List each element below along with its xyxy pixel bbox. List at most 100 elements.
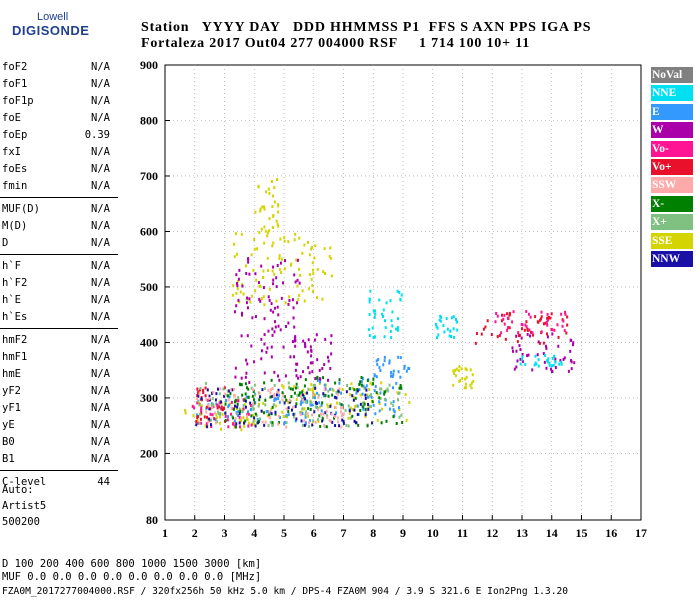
echo-point-e (365, 384, 368, 388)
echo-point-nne (368, 333, 371, 337)
echo-point-nne (378, 298, 381, 302)
echo-point-sse (273, 272, 276, 276)
echo-point-sse (364, 415, 367, 419)
echo-point-w (269, 308, 272, 312)
echo-point-vo (232, 422, 235, 426)
echo-point-w (307, 338, 310, 342)
param-value: N/A (91, 61, 110, 73)
echo-point-w (294, 344, 297, 348)
separator-line (0, 197, 118, 198)
echo-point-nnw (234, 404, 237, 408)
echo-point-x (392, 415, 395, 419)
echo-point-nnw (254, 424, 257, 428)
echo-point-nnw (303, 423, 306, 427)
param-row-foes: foEs N/A (2, 162, 116, 176)
echo-point-sse (229, 402, 232, 406)
echo-point-sse (282, 415, 285, 419)
echo-point-vo (200, 421, 203, 425)
echo-point-nne (455, 320, 458, 324)
echo-point-w (248, 272, 251, 276)
echo-point-vo (213, 417, 216, 421)
echo-point-sse (234, 232, 237, 236)
separator-line (0, 254, 118, 255)
echo-point-w (272, 282, 275, 286)
echo-point-vo (196, 401, 199, 405)
echo-point-sse (204, 424, 207, 428)
echo-point-nnw (311, 423, 314, 427)
echo-point-w (321, 367, 324, 371)
echo-point-w (308, 371, 311, 375)
echo-point-sse (242, 416, 245, 420)
echo-point-sse (316, 267, 319, 271)
echo-point-sse (367, 406, 370, 410)
echo-point-ssw (282, 394, 285, 398)
param-label: yE (2, 419, 15, 431)
legend-item-nnw: NNW (651, 251, 693, 267)
echo-point-w (260, 349, 263, 353)
echo-point-nne (560, 360, 563, 364)
echo-point-e (287, 413, 290, 417)
x-tick-label: 16 (605, 526, 617, 540)
param-row-ye: yE N/A (2, 418, 116, 432)
echo-point-w (291, 340, 294, 344)
param-row-h-f2: h`F2 N/A (2, 276, 116, 290)
echo-point-vo (532, 333, 535, 337)
echo-point-nne (372, 309, 375, 313)
echo-point-ssw (303, 419, 306, 423)
echo-point-x (397, 392, 400, 396)
echo-point-sse (293, 238, 296, 242)
echo-point-x (378, 396, 381, 400)
echo-point-vo (557, 335, 560, 339)
echo-point-ssw (342, 412, 345, 416)
echo-point-vo (209, 407, 212, 411)
echo-point-vo (564, 312, 567, 316)
echo-point-w (319, 377, 322, 381)
echo-point-ssw (205, 398, 208, 402)
echo-point-ssw (336, 416, 339, 420)
param-value: N/A (91, 237, 110, 249)
echo-point-e (294, 419, 297, 423)
echo-point-e (329, 387, 332, 391)
echo-point-w (271, 327, 274, 331)
echo-point-x (199, 386, 202, 390)
echo-point-sse (303, 407, 306, 411)
echo-point-nne (395, 327, 398, 331)
echo-point-nne (521, 355, 524, 359)
ionogram-chart: 1 2 3 4 5 6 7 8 9 10 11 12 13 14 15 16 17802003004005006… (140, 58, 647, 540)
echo-point-nne (384, 326, 387, 330)
echo-point-w (266, 346, 269, 350)
echo-point-vo (503, 322, 506, 326)
echo-point-e (399, 356, 402, 360)
echo-point-x (300, 393, 303, 397)
echo-point-nnw (228, 389, 231, 393)
echo-point-w (270, 345, 273, 349)
echo-point-sse (271, 225, 274, 229)
echo-point-sse (303, 243, 306, 247)
echo-point-sse (254, 289, 257, 293)
echo-point-e (377, 358, 380, 362)
echo-point-e (322, 394, 325, 398)
param-label: h`E (2, 294, 21, 306)
param-label: foEs (2, 163, 28, 175)
echo-point-w (296, 278, 299, 282)
echo-point-sse (243, 425, 246, 429)
echo-point-nne (373, 335, 376, 339)
echo-point-x (307, 424, 310, 428)
echo-point-x (380, 421, 383, 425)
echo-point-w (520, 336, 523, 340)
echo-point-sse (235, 252, 238, 256)
echo-point-w (275, 285, 278, 289)
y-tick-label: 300 (140, 391, 158, 405)
echo-point-x (226, 394, 229, 398)
echo-point-nne (524, 362, 527, 366)
echo-point-w (511, 346, 514, 350)
echo-point-x (257, 404, 260, 408)
echo-point-ssw (261, 420, 264, 424)
echo-point-w (327, 378, 330, 382)
echo-point-e (392, 408, 395, 412)
echo-point-w (570, 338, 573, 342)
echo-point-vo (503, 313, 506, 317)
echo-point-x (357, 423, 360, 427)
echo-point-ssw (308, 421, 311, 425)
echo-point-nne (452, 327, 455, 331)
